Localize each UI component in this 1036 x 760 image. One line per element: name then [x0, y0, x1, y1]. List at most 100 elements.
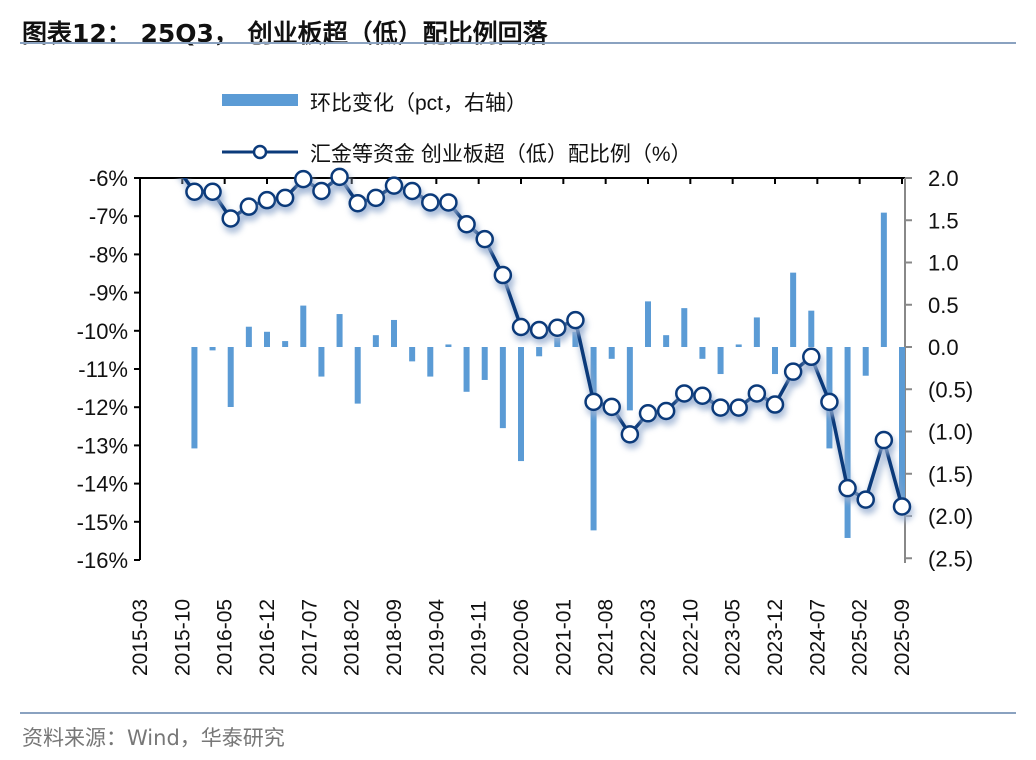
bar-qoq-change	[499, 347, 506, 429]
right-tick-label: 1.5	[928, 208, 959, 233]
line-marker	[765, 395, 785, 414]
left-tick-label: -13%	[77, 433, 128, 458]
bar-qoq-change	[880, 212, 887, 347]
bar-qoq-change	[318, 347, 325, 377]
line-marker	[711, 398, 730, 417]
x-tick-label: 2019-04	[425, 599, 448, 676]
x-tick-label: 2019-11	[468, 600, 491, 676]
line-marker	[457, 214, 476, 234]
line-marker	[475, 229, 494, 249]
right-tick-label: (2.5)	[928, 546, 973, 571]
source-note: 资料来源：Wind，华泰研究	[22, 726, 285, 750]
line-marker	[294, 169, 313, 189]
bar-qoq-change	[572, 331, 579, 347]
left-tick-label: -11%	[78, 357, 128, 382]
left-tick-label: -12%	[77, 395, 128, 420]
line-marker	[275, 188, 295, 208]
x-tick-label: 2018-02	[341, 599, 364, 676]
bar-qoq-change	[282, 341, 289, 347]
line-marker	[548, 318, 567, 337]
line-marker	[330, 167, 349, 187]
line-marker	[402, 181, 422, 201]
line-marker	[638, 404, 658, 423]
bar-qoq-change	[463, 347, 470, 392]
line-marker	[584, 392, 603, 412]
line-marker	[874, 430, 894, 450]
right-tick-label: (0.5)	[928, 377, 973, 402]
bar-qoq-change	[753, 317, 760, 347]
x-tick-label: 2024-07	[806, 599, 829, 676]
combo-chart: 环比变化（pct，右轴） 汇金等资金 创业板超（低）配比例（%） -6% -7% -…	[77, 92, 974, 676]
line-marker	[439, 193, 458, 212]
left-tick-label: -10%	[77, 319, 128, 344]
x-tick-label: 2015-03	[129, 599, 152, 676]
x-tick-label: 2016-05	[214, 599, 237, 676]
bar-qoq-change	[427, 347, 434, 377]
bar-qoq-change	[409, 347, 416, 362]
bar-qoq-change	[481, 347, 488, 380]
line-marker	[529, 320, 549, 340]
x-tick-label: 2025-02	[849, 599, 872, 676]
source-divider	[20, 712, 1016, 714]
right-tick-label: (1.0)	[928, 420, 973, 445]
x-tick-label: 2017-07	[298, 599, 321, 676]
x-tick-label: 2021-01	[552, 599, 575, 676]
bar-qoq-change	[899, 347, 905, 508]
left-tick-label: -16%	[77, 548, 128, 573]
line-marker	[802, 347, 821, 367]
line-marker	[203, 182, 222, 202]
bar-qoq-change	[227, 347, 234, 407]
bar-qoq-change	[663, 335, 670, 347]
right-tick-label: 1.0	[928, 251, 959, 276]
bar-qoq-change	[808, 310, 815, 347]
x-tick-label: 2023-05	[722, 599, 745, 676]
line-marker	[221, 209, 240, 228]
left-tick-label: -8%	[89, 242, 128, 267]
right-tick-label: (1.5)	[928, 462, 973, 487]
x-tick-label: 2022-03	[637, 599, 660, 676]
right-tick-label: 2.0	[928, 166, 959, 191]
left-tick-label: -15%	[77, 510, 128, 535]
bar-qoq-change	[699, 347, 706, 359]
title-divider	[20, 42, 1016, 44]
line-marker	[783, 362, 803, 381]
line-marker	[566, 310, 585, 330]
line-marker	[747, 384, 767, 403]
bar-qoq-change	[536, 347, 543, 357]
bar-qoq-change	[862, 347, 869, 376]
bar-qoq-change	[300, 305, 307, 347]
x-tick-label: 2020-06	[510, 599, 533, 676]
bar-qoq-change	[681, 308, 688, 347]
line-marker	[239, 197, 259, 216]
bar-qoq-change	[209, 347, 216, 351]
right-tick-label: (2.0)	[928, 504, 973, 529]
legend: 环比变化（pct，右轴） 汇金等资金 创业板超（低）配比例（%）	[222, 92, 692, 166]
x-tick-label: 2021-08	[595, 599, 618, 676]
line-marker	[185, 182, 204, 202]
line-marker	[892, 497, 912, 516]
right-tick-label: 0.5	[928, 293, 959, 318]
line-marker	[511, 317, 531, 337]
bar-qoq-change	[445, 344, 452, 347]
line-marker	[602, 397, 621, 417]
line-marker	[656, 401, 676, 421]
line-marker	[312, 181, 331, 201]
bar-qoq-change	[391, 319, 397, 347]
bar-qoq-change	[336, 314, 343, 347]
line-marker	[366, 188, 386, 208]
bar-qoq-change	[354, 347, 361, 404]
x-tick-label: 2022-10	[679, 599, 702, 676]
bar-qoq-change	[790, 272, 797, 347]
legend-bar-label: 环比变化（pct，右轴）	[310, 92, 527, 115]
line-marker	[348, 193, 367, 213]
line-marker	[820, 392, 839, 412]
left-tick-label: -7%	[89, 204, 128, 229]
x-tick-label: 2015-10	[171, 599, 194, 676]
line-marker	[257, 190, 277, 210]
line-marker	[729, 398, 748, 417]
right-tick-label: 0.0	[928, 335, 959, 360]
line-marker	[838, 478, 857, 498]
line-marker	[856, 490, 875, 509]
bar-qoq-change	[844, 347, 851, 538]
